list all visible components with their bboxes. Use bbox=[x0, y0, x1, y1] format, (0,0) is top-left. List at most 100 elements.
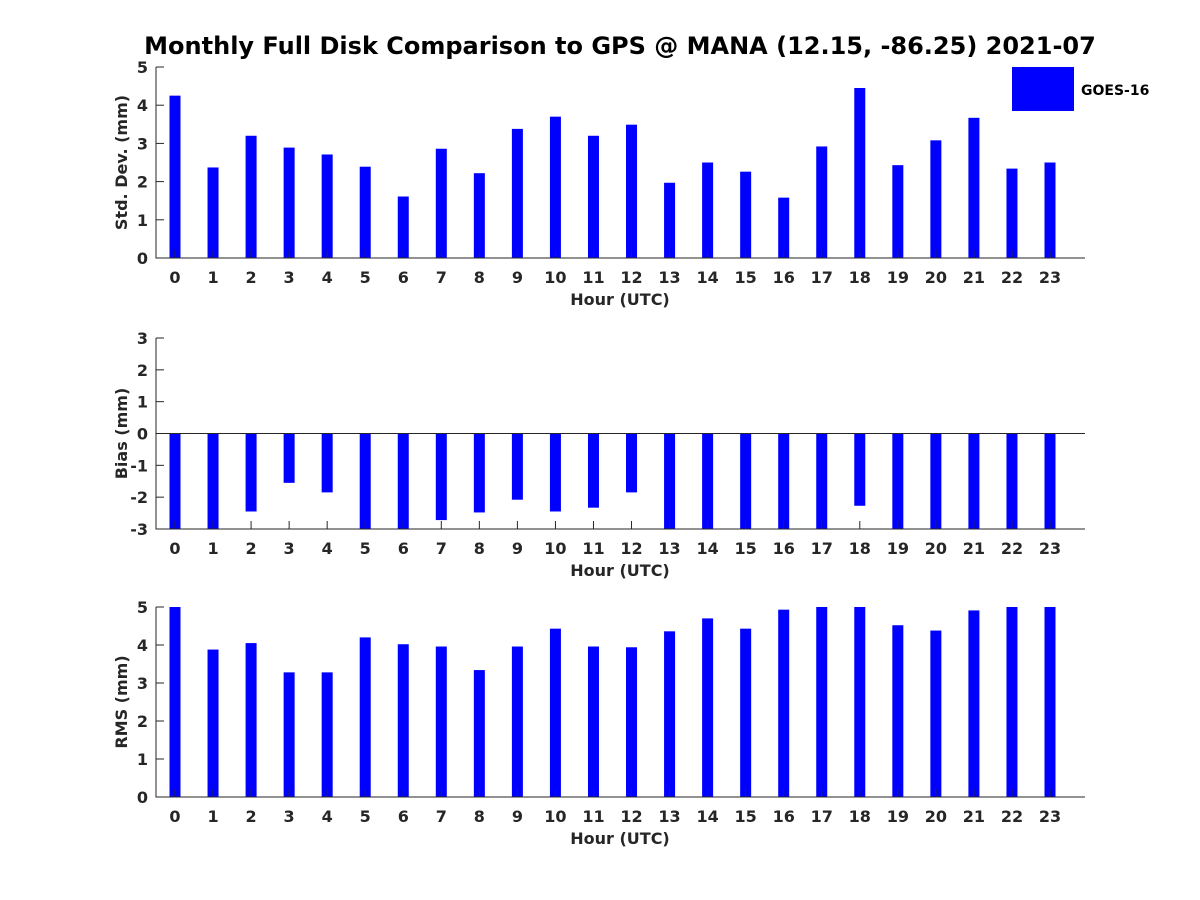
x-tick-label: 17 bbox=[811, 807, 833, 826]
x-tick-label: 12 bbox=[620, 539, 642, 558]
y-tick-label: 5 bbox=[137, 58, 148, 77]
bar-hour-4 bbox=[321, 154, 333, 258]
y-tick-label: 3 bbox=[137, 329, 148, 348]
x-tick-label: 5 bbox=[360, 268, 371, 287]
y-tick-label: 0 bbox=[137, 249, 148, 268]
x-tick-label: 19 bbox=[887, 539, 909, 558]
y-axis-label: Std. Dev. (mm) bbox=[112, 95, 131, 230]
x-tick-label: 9 bbox=[512, 268, 523, 287]
x-tick-label: 3 bbox=[284, 539, 295, 558]
bar-hour-22 bbox=[1006, 607, 1018, 797]
bar-hour-3 bbox=[283, 672, 295, 797]
x-tick-label: 2 bbox=[246, 807, 257, 826]
bar-hour-20 bbox=[930, 630, 942, 797]
bar-hour-8 bbox=[473, 433, 485, 513]
x-axis-label: Hour (UTC) bbox=[570, 561, 670, 580]
y-tick-label: 2 bbox=[137, 712, 148, 731]
x-axis-label: Hour (UTC) bbox=[570, 290, 670, 309]
axes-frame bbox=[155, 67, 1085, 259]
bar-hour-2 bbox=[245, 643, 257, 797]
bar-hour-7 bbox=[435, 646, 447, 797]
bar-hour-18 bbox=[854, 88, 866, 258]
bar-hour-17 bbox=[816, 607, 828, 797]
x-tick-label: 9 bbox=[512, 539, 523, 558]
x-tick-label: 14 bbox=[696, 268, 718, 287]
bar-hour-21 bbox=[968, 117, 980, 258]
x-tick-label: 10 bbox=[544, 807, 566, 826]
bar-hour-23 bbox=[1044, 162, 1056, 258]
x-tick-label: 7 bbox=[436, 807, 447, 826]
bar-hour-17 bbox=[816, 433, 828, 529]
x-tick-label: 16 bbox=[773, 539, 795, 558]
x-tick-label: 17 bbox=[811, 268, 833, 287]
y-tick-label: 0 bbox=[137, 425, 148, 444]
bar-hour-19 bbox=[892, 625, 904, 797]
y-tick-label: 4 bbox=[137, 96, 148, 115]
bar-hour-7 bbox=[435, 148, 447, 258]
bar-hour-9 bbox=[511, 433, 523, 500]
x-tick-label: 13 bbox=[658, 807, 680, 826]
x-tick-label: 0 bbox=[169, 539, 180, 558]
x-tick-label: 5 bbox=[360, 807, 371, 826]
y-tick-label: 2 bbox=[137, 361, 148, 380]
x-tick-label: 18 bbox=[849, 539, 871, 558]
figure-title: Monthly Full Disk Comparison to GPS @ MA… bbox=[144, 32, 1096, 60]
x-tick-label: 11 bbox=[582, 268, 604, 287]
y-tick-label: -1 bbox=[130, 456, 148, 475]
bar-hour-13 bbox=[664, 631, 676, 797]
x-tick-label: 10 bbox=[544, 268, 566, 287]
x-tick-label: 20 bbox=[925, 268, 947, 287]
x-tick-label: 19 bbox=[887, 268, 909, 287]
bar-hour-2 bbox=[245, 135, 257, 258]
x-tick-label: 12 bbox=[620, 807, 642, 826]
y-tick-label: 5 bbox=[137, 598, 148, 617]
bar-hour-9 bbox=[511, 646, 523, 797]
bar-hour-10 bbox=[549, 433, 561, 512]
x-tick-label: 16 bbox=[773, 807, 795, 826]
x-tick-label: 1 bbox=[207, 268, 218, 287]
bar-hour-22 bbox=[1006, 168, 1018, 258]
bar-hour-15 bbox=[740, 628, 752, 797]
x-tick-label: 17 bbox=[811, 539, 833, 558]
x-tick-label: 11 bbox=[582, 807, 604, 826]
bar-hour-23 bbox=[1044, 607, 1056, 797]
bar-hour-11 bbox=[587, 433, 599, 508]
bar-hour-19 bbox=[892, 433, 904, 529]
bar-hour-21 bbox=[968, 433, 980, 529]
x-tick-label: 14 bbox=[696, 539, 718, 558]
legend-label: GOES-16 bbox=[1081, 83, 1149, 99]
y-tick-label: 1 bbox=[137, 393, 148, 412]
bar-hour-15 bbox=[740, 171, 752, 258]
x-tick-label: 16 bbox=[773, 268, 795, 287]
x-tick-label: 15 bbox=[735, 268, 757, 287]
bar-hour-0 bbox=[169, 95, 181, 259]
x-tick-label: 15 bbox=[735, 539, 757, 558]
x-tick-label: 22 bbox=[1001, 807, 1023, 826]
bar-hour-18 bbox=[854, 433, 866, 506]
x-tick-label: 23 bbox=[1039, 539, 1061, 558]
bar-hour-8 bbox=[473, 173, 485, 258]
x-tick-label: 11 bbox=[582, 539, 604, 558]
y-tick-label: 1 bbox=[137, 211, 148, 230]
x-tick-label: 6 bbox=[398, 268, 409, 287]
bar-hour-12 bbox=[626, 647, 638, 797]
bar-hour-14 bbox=[702, 162, 714, 258]
x-tick-label: 7 bbox=[436, 268, 447, 287]
x-tick-label: 13 bbox=[658, 539, 680, 558]
legend: GOES-16 bbox=[1012, 67, 1149, 111]
bar-hour-1 bbox=[207, 167, 219, 258]
bar-hour-6 bbox=[397, 433, 409, 529]
bar-hour-1 bbox=[207, 649, 219, 797]
x-tick-label: 3 bbox=[284, 807, 295, 826]
bar-hour-2 bbox=[245, 433, 257, 512]
x-tick-label: 21 bbox=[963, 539, 985, 558]
x-tick-label: 4 bbox=[322, 807, 333, 826]
bar-hour-4 bbox=[321, 672, 333, 797]
bar-hour-16 bbox=[778, 197, 790, 258]
bar-hour-9 bbox=[511, 128, 523, 258]
y-tick-label: 1 bbox=[137, 750, 148, 769]
bar-hour-7 bbox=[435, 433, 447, 521]
bar-hour-5 bbox=[359, 637, 371, 797]
x-tick-label: 0 bbox=[169, 807, 180, 826]
